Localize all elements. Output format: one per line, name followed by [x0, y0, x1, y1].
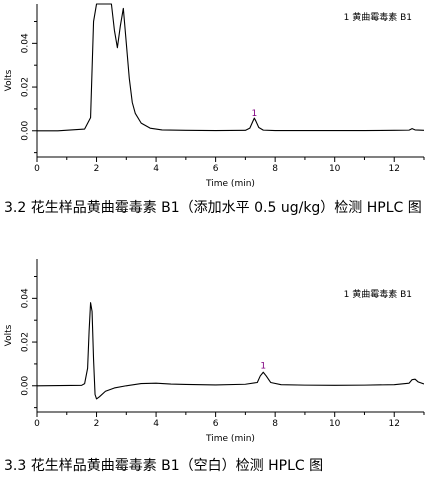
x-tick-label: 2 — [94, 164, 100, 174]
x-tick-label: 12 — [389, 419, 400, 429]
chromatogram-panel-2: 0 2 4 6 8 10 12 0.00 0.02 0.04 Time (min) Volts 1 黄曲… — [0, 255, 441, 450]
y-tick-label: 0.02 — [21, 77, 31, 97]
x-tick-label: 4 — [153, 164, 159, 174]
caption-chart-1: 3.2 花生样品黄曲霉毒素 B1（添加水平 0.5 ug/kg）检测 HPLC … — [4, 200, 422, 216]
peak-label: 1 — [251, 109, 257, 119]
x-tick-label: 0 — [34, 419, 40, 429]
y-tick-label: 0.00 — [21, 120, 31, 140]
chromatogram-chart-2: 0 2 4 6 8 10 12 0.00 0.02 0.04 Time (min) Volts 1 黄曲… — [4, 259, 425, 444]
peak-label: 1 — [260, 362, 266, 372]
x-tick-label: 0 — [34, 164, 40, 174]
y-axis-title: Volts — [4, 324, 14, 346]
x-tick-label: 8 — [272, 419, 278, 429]
series-line — [37, 302, 424, 400]
y-tick-label: 0.02 — [21, 332, 31, 352]
x-tick-label: 8 — [272, 164, 278, 174]
y-tick-label: 0.04 — [21, 33, 31, 53]
caption-chart-2: 3.3 花生样品黄曲霉毒素 B1（空白）检测 HPLC 图 — [4, 458, 324, 474]
x-tick-label: 2 — [94, 419, 100, 429]
legend-entry: 1 黄曲霉毒素 B1 — [344, 11, 412, 23]
y-tick-label: 0.04 — [21, 288, 31, 308]
y-tick-label: 0.00 — [21, 375, 31, 395]
series-line — [37, 3, 424, 132]
x-tick-label: 10 — [329, 419, 341, 429]
x-tick-label: 12 — [389, 164, 400, 174]
x-tick-label: 6 — [213, 419, 219, 429]
legend-entry: 1 黄曲霉毒素 B1 — [344, 288, 412, 300]
chromatogram-chart-1: 0 2 4 6 8 10 12 0.00 0.02 0.04 Time (min) Volts 1 黄曲… — [4, 3, 425, 189]
x-tick-label: 10 — [329, 164, 341, 174]
x-axis-title: Time (min) — [205, 434, 255, 444]
y-axis-title: Volts — [4, 69, 14, 91]
chromatogram-panel-1: 0 2 4 6 8 10 12 0.00 0.02 0.04 Time (min) Volts 1 黄曲… — [0, 0, 441, 195]
x-tick-label: 6 — [213, 164, 219, 174]
x-axis-title: Time (min) — [205, 179, 255, 189]
x-tick-label: 4 — [153, 419, 159, 429]
